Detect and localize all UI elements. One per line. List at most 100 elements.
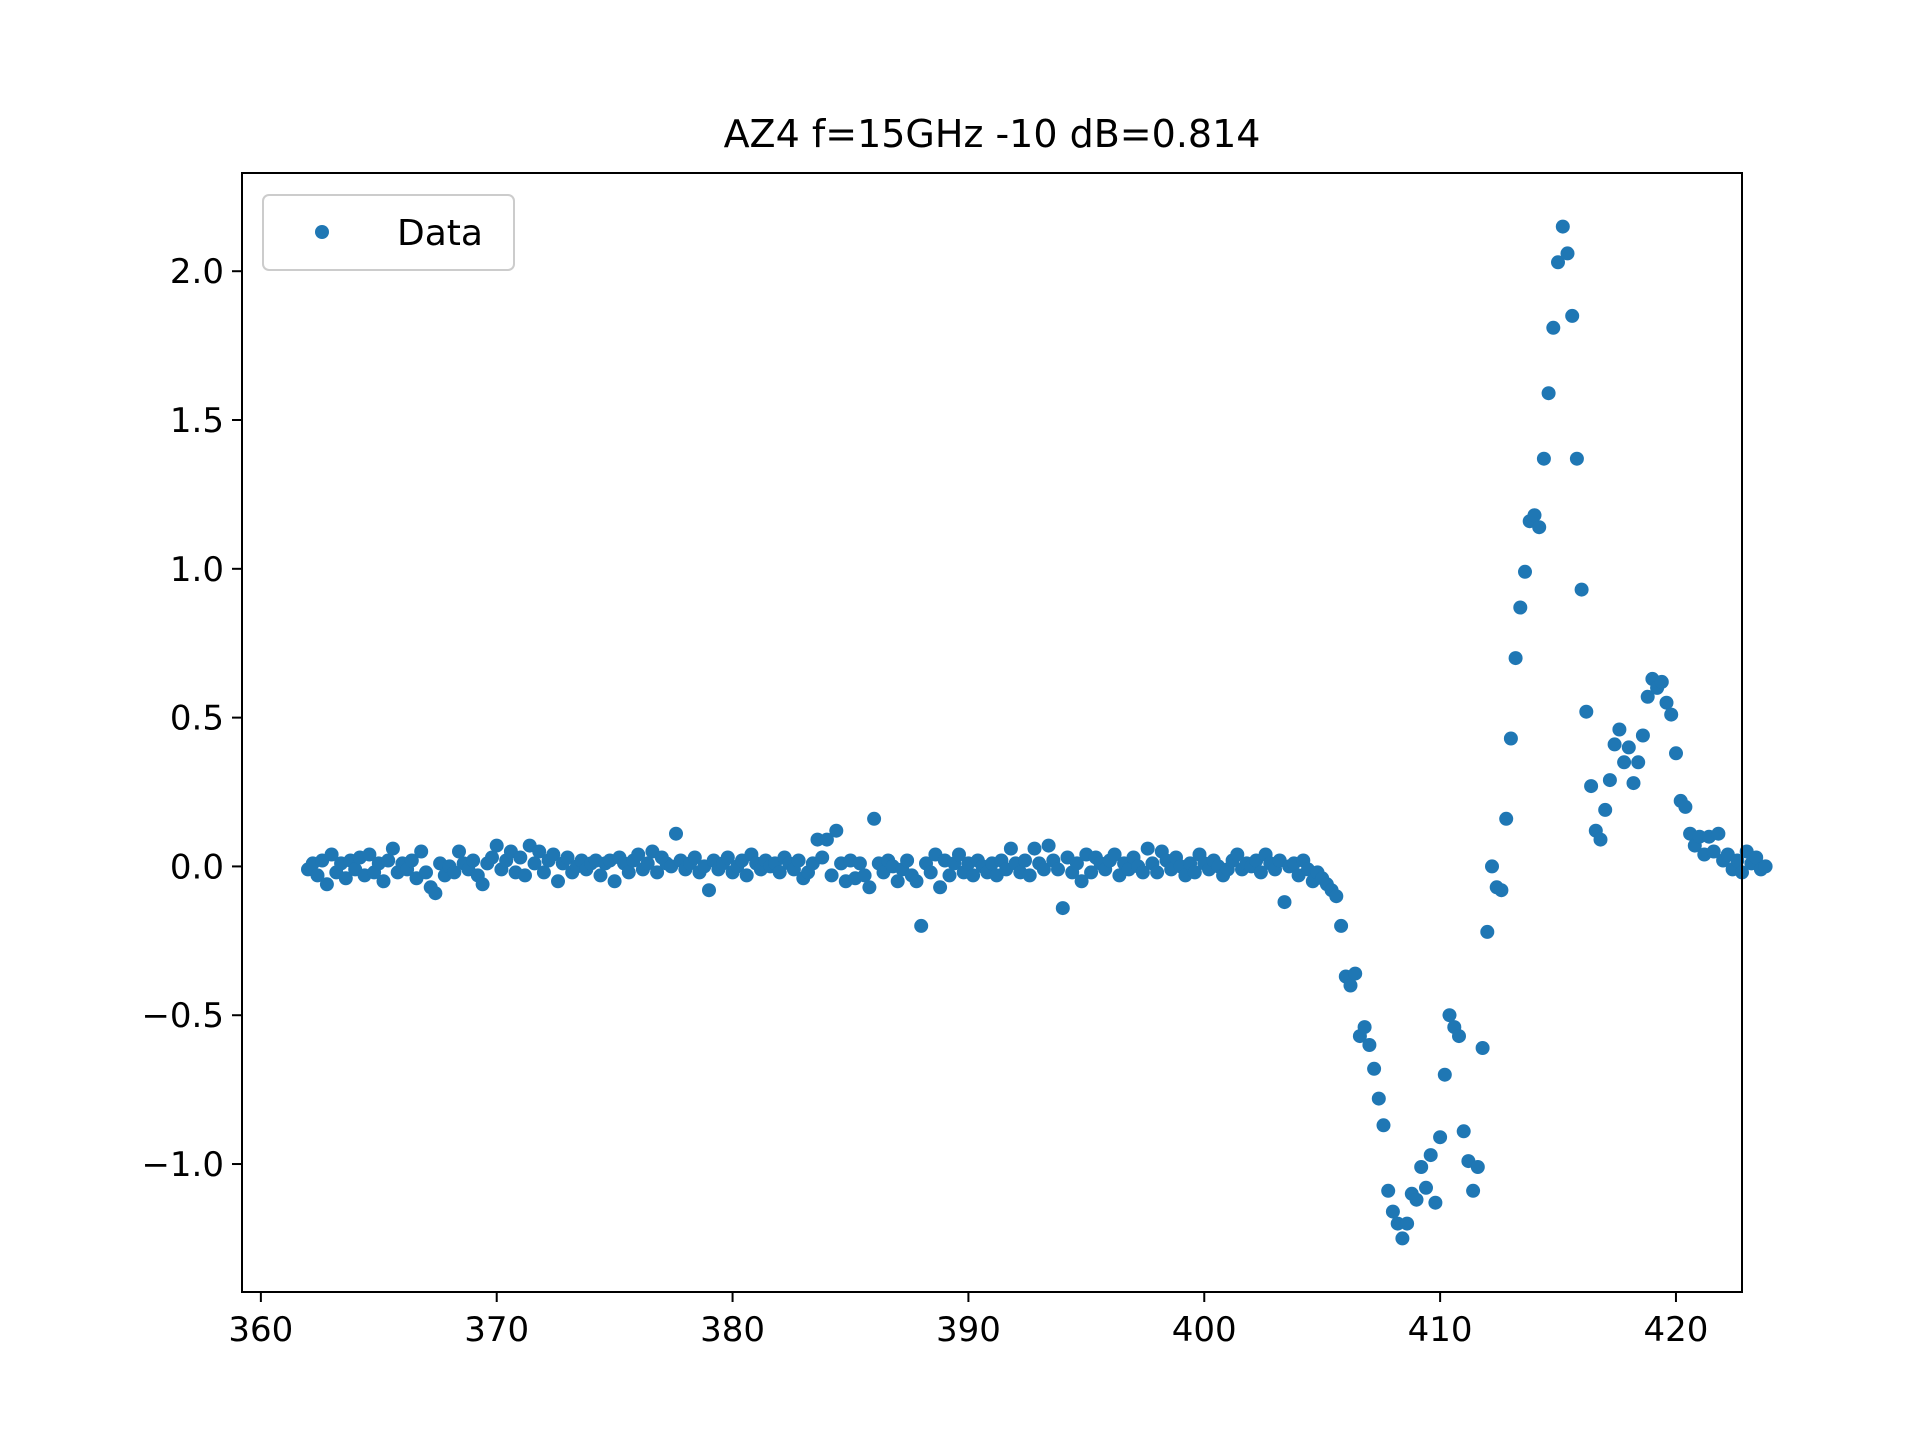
data-point <box>1555 219 1570 234</box>
x-tick-label: 380 <box>700 1310 765 1350</box>
data-point <box>1664 707 1679 722</box>
data-point <box>1230 847 1245 862</box>
data-point <box>952 847 966 862</box>
x-tick-label: 410 <box>1408 1310 1473 1350</box>
data-point <box>381 853 396 868</box>
data-point <box>1357 1020 1372 1035</box>
data-point <box>1518 564 1532 579</box>
data-point <box>1414 1160 1429 1174</box>
data-point <box>607 874 622 889</box>
data-point <box>1343 978 1358 993</box>
data-point <box>1480 924 1495 939</box>
data-point <box>1475 1041 1490 1055</box>
data-point <box>1584 779 1599 794</box>
y-tick-label: −0.5 <box>141 996 224 1036</box>
y-tick-label: 1.0 <box>170 550 224 590</box>
data-point <box>687 850 702 865</box>
data-point <box>1635 728 1650 743</box>
data-point <box>890 874 905 889</box>
y-tick-label: 1.5 <box>170 401 224 441</box>
data-point <box>532 844 547 859</box>
data-point <box>1508 651 1523 666</box>
data-point <box>1022 868 1037 883</box>
y-tick-label: 2.0 <box>170 252 224 292</box>
data-point <box>815 850 830 865</box>
data-point <box>1003 841 1018 856</box>
data-point <box>1456 1124 1471 1139</box>
data-point <box>1730 853 1745 868</box>
data-point <box>1494 883 1509 898</box>
data-point <box>1150 865 1165 880</box>
data-point <box>1442 1008 1457 1023</box>
data-point <box>452 844 466 859</box>
data-point <box>1055 901 1070 916</box>
data-point <box>518 868 532 883</box>
x-tick-label: 400 <box>1172 1310 1237 1350</box>
data-point <box>376 874 391 889</box>
data-point <box>824 868 839 883</box>
data-point <box>489 838 504 853</box>
data-point <box>560 850 575 865</box>
data-point <box>909 874 924 889</box>
data-point <box>1654 674 1669 689</box>
data-point <box>1532 520 1547 535</box>
data-point <box>551 874 565 889</box>
legend-marker <box>315 225 329 239</box>
data-point <box>1711 826 1726 841</box>
data-point <box>1621 740 1636 755</box>
data-point <box>1499 811 1514 826</box>
data-point <box>1018 853 1032 868</box>
data-point <box>513 850 528 865</box>
y-tick-label: −1.0 <box>141 1145 224 1185</box>
data-point <box>621 865 636 880</box>
data-point <box>1409 1192 1424 1207</box>
data-point <box>404 853 419 868</box>
data-point <box>1423 1148 1438 1163</box>
data-point <box>966 868 981 883</box>
data-point <box>1419 1180 1433 1195</box>
data-point <box>1758 859 1773 874</box>
data-point <box>447 865 462 880</box>
data-point <box>1602 773 1617 788</box>
x-axis-ticks: 360 370 380 390 400 410 420 <box>228 1292 1708 1350</box>
y-axis-ticks: −1.0 −0.5 0.0 0.5 1.0 1.5 2.0 <box>141 252 242 1185</box>
data-point <box>1329 889 1344 904</box>
data-point <box>1546 320 1561 335</box>
data-point <box>1669 746 1683 761</box>
data-point <box>1400 1216 1415 1231</box>
data-point <box>1187 865 1202 880</box>
data-point <box>923 865 938 880</box>
data-point <box>310 868 325 883</box>
data-point <box>867 811 882 826</box>
data-point <box>1466 1183 1481 1198</box>
data-point <box>791 853 806 868</box>
x-tick-label: 370 <box>464 1310 529 1350</box>
data-point <box>1135 865 1150 880</box>
data-point <box>1612 722 1627 737</box>
data-points <box>301 219 1773 1246</box>
data-point <box>593 868 608 883</box>
data-point <box>1428 1195 1443 1210</box>
data-point <box>1513 600 1528 615</box>
data-point <box>428 886 443 901</box>
data-point <box>1452 1029 1466 1044</box>
data-point <box>772 865 787 880</box>
data-point <box>1371 1091 1386 1106</box>
data-point <box>1565 308 1580 323</box>
data-point <box>1140 841 1155 856</box>
data-point <box>914 918 929 933</box>
data-point <box>1348 966 1363 981</box>
data-point <box>1381 1183 1396 1198</box>
data-point <box>1362 1038 1377 1052</box>
legend-label-data: Data <box>397 213 483 254</box>
data-point <box>536 865 551 880</box>
data-point <box>942 868 957 883</box>
data-point <box>1069 856 1084 871</box>
data-point <box>414 844 429 859</box>
data-point <box>1503 731 1518 746</box>
data-point <box>1107 847 1122 862</box>
data-point <box>1074 874 1089 889</box>
data-point <box>1470 1160 1485 1174</box>
data-point <box>1678 799 1693 814</box>
data-point <box>1367 1061 1382 1076</box>
